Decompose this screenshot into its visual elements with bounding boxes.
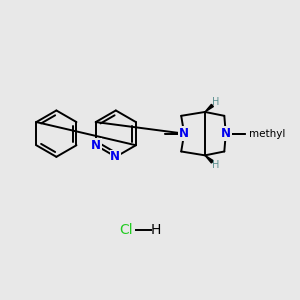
Text: methyl: methyl [249, 129, 285, 139]
Text: N: N [221, 127, 231, 140]
Polygon shape [205, 155, 213, 163]
Text: H: H [212, 98, 219, 107]
Polygon shape [205, 104, 213, 112]
Text: H: H [151, 223, 161, 237]
Text: Cl: Cl [119, 223, 133, 237]
Text: N: N [110, 150, 120, 163]
Text: N: N [91, 139, 101, 152]
Text: methyl: methyl [164, 133, 169, 134]
Text: H: H [212, 160, 219, 170]
Text: N: N [179, 127, 189, 140]
